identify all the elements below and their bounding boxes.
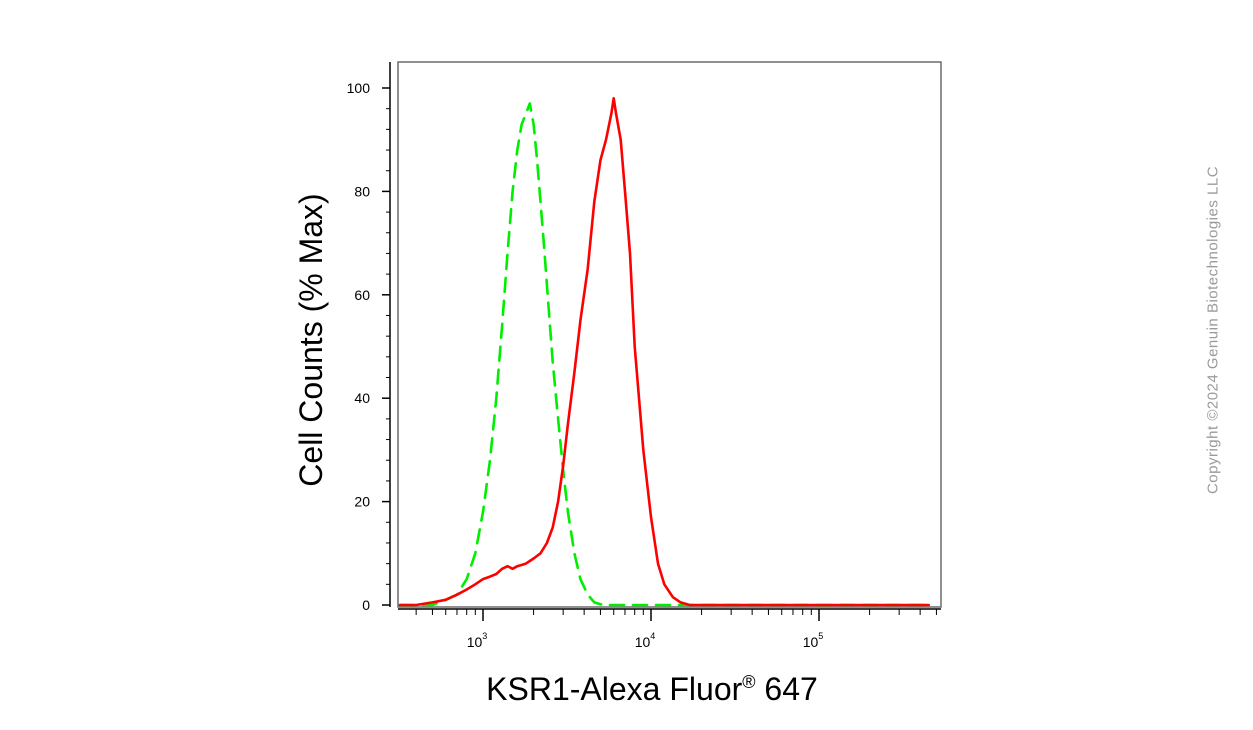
copyright-watermark: Copyright ©2024 Genuin Biotechnologies L…	[1204, 165, 1222, 495]
y-axis: 0 20 40 60 80 100	[347, 62, 391, 613]
x-tick-base: 10	[803, 634, 819, 650]
x-tick-exponent: 3	[482, 631, 487, 641]
x-tick-label: 105	[803, 631, 824, 650]
x-axis: 103 104 105	[398, 608, 941, 650]
x-tick-exponent: 5	[818, 631, 823, 641]
x-tick-base: 10	[467, 634, 483, 650]
x-axis-label: KSR1-Alexa Fluor® 647	[486, 671, 818, 707]
series-layer	[398, 97, 931, 607]
x-axis-label-main: KSR1-Alexa Fluor	[486, 671, 742, 707]
sample-histogram-line	[398, 97, 931, 607]
y-tick-label: 60	[354, 287, 370, 303]
y-tick-label: 0	[362, 597, 370, 613]
y-tick-label: 40	[354, 390, 370, 406]
x-axis-label-registered-mark: ®	[742, 672, 755, 692]
x-tick-label: 103	[467, 631, 488, 650]
x-axis-label-tail: 647	[756, 671, 818, 707]
y-tick-label: 20	[354, 494, 370, 510]
y-axis-label: Cell Counts (% Max)	[293, 193, 329, 486]
isotype-control-histogram-line	[398, 102, 931, 607]
y-tick-label: 80	[354, 183, 370, 199]
x-tick-base: 10	[635, 634, 651, 650]
y-tick-label: 100	[347, 80, 371, 96]
x-tick-exponent: 4	[650, 631, 655, 641]
x-tick-label: 104	[635, 631, 656, 650]
plot-area	[397, 61, 942, 608]
